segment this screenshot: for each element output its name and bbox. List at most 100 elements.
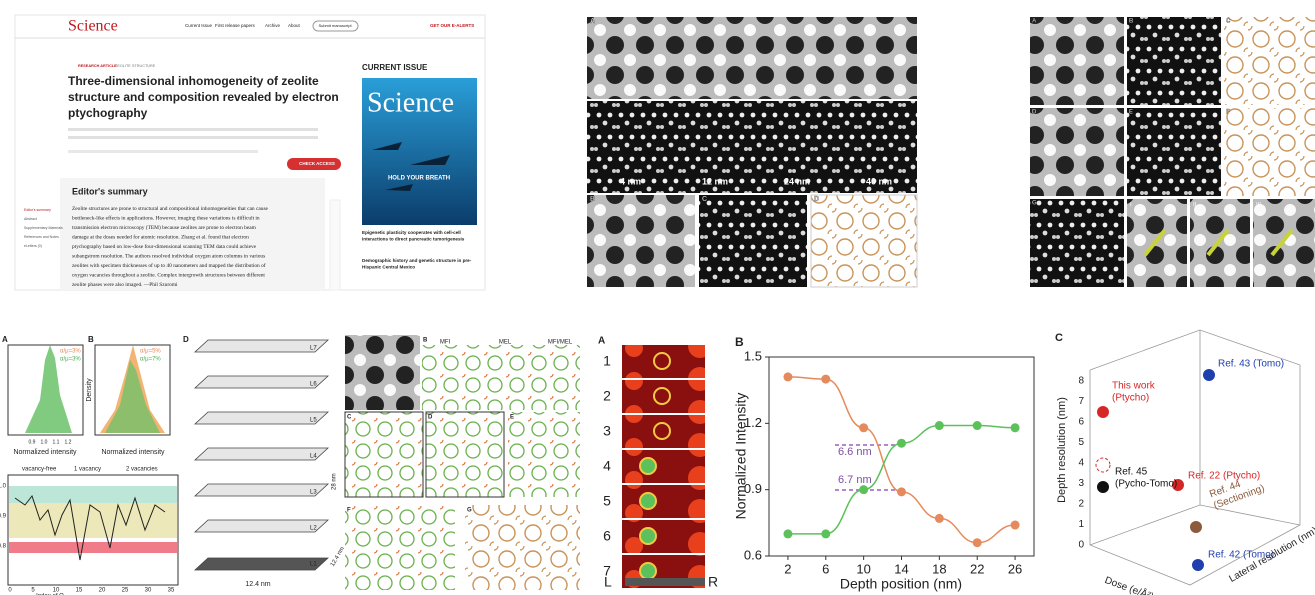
panel-label: C [347,415,352,421]
cover-brand: Science [367,87,454,118]
slice-index: 5 [603,493,611,509]
framework-model [422,345,580,410]
nav-link[interactable]: Archive [265,23,281,28]
panel-label: A [2,335,8,344]
panel-label: D [1032,110,1037,116]
brand: Science [68,18,118,35]
histogram [105,360,160,433]
x-tick-label: 14 [894,561,908,576]
micrograph [1030,17,1124,105]
tick-label: 15 [76,588,83,594]
slice-index: 6 [603,528,611,544]
panel-label: C [702,196,707,203]
framework-model [811,195,917,287]
dimension-label: 12.4 nm [330,546,346,568]
related-article[interactable]: interactions to direct pancreatic tumori… [362,237,465,242]
panel-label: A [347,338,352,344]
annotation: 6.6 nm [838,446,872,458]
data-point [783,529,792,538]
page: { "article": { "brand": "Science", "nav"… [0,0,1315,595]
summary-text: damage at the doses needed for atomic re… [72,234,249,241]
axis-label: Normalized intensity [101,449,165,456]
band [9,542,177,553]
y-tick-label: 1.2 [744,415,762,430]
tick-label: 0 [1078,540,1084,551]
slice-index: 2 [603,388,611,404]
panel-label: B [1129,19,1134,25]
framework-model [508,412,580,497]
x-tick-label: 6 [822,561,829,576]
nav-link[interactable]: First release papers [215,23,256,28]
panel-label: G [1032,201,1037,207]
y-tick-label: 0.9 [744,481,762,496]
data-point [973,538,982,547]
layer-stack [195,340,328,570]
panel-label: E [510,415,514,421]
cover-headline: HOLD YOUR BREATH [388,176,450,182]
panel-label: D [183,335,189,344]
tick-label: 4 [1078,458,1084,469]
framework-model [345,505,455,590]
panel-label: B [735,335,744,349]
framework-label: MFI [440,340,451,346]
related-article[interactable]: Demographic history and genetic structur… [362,258,472,263]
nav-link: GET OUR E-ALERTS [430,23,474,28]
data-point [1011,521,1020,530]
related-article[interactable]: Epigenetic plasticity cooperates with ce… [362,230,461,235]
tick-label: 20 [99,588,106,594]
layer-label: L5 [310,418,317,424]
sidebar-link[interactable]: Supplementary Materials [24,226,63,230]
tick-label: 8 [1078,376,1084,387]
legend-entry: α/μ=5% [140,349,161,355]
band [9,486,177,503]
data-point [821,375,830,384]
micrograph-overlay [345,412,423,497]
panel-label: A [590,18,595,25]
band [9,503,177,538]
article-title: ptychography [68,106,148,120]
tick-label: 1.1 [53,439,60,445]
related-article[interactable]: Hispanic Central Mexico [362,265,415,270]
summary-text: Zeolite structures are prone to structur… [72,206,269,212]
sidebar-link[interactable]: References and Notes [24,235,59,239]
article-title: structure and composition revealed by el… [68,90,339,104]
panel-label: F [347,508,351,514]
tick-label: 7 [1078,396,1084,407]
panel-label: C [1226,19,1231,25]
point-label: This work [1112,381,1156,392]
plot-frame [769,357,1034,556]
layer-label: L2 [310,526,317,532]
x-tick-label: 10 [856,561,870,576]
sidebar-link[interactable]: eLetters (0) [24,244,42,248]
sidebar-link[interactable]: Editor's summary [24,208,51,212]
tick-label: 2 [1078,499,1084,510]
depth-label: 12 nm [702,176,728,186]
sidebar-link[interactable]: Abstract [24,217,37,221]
x-tick-label: 26 [1008,561,1022,576]
button-label[interactable]: CHECK ACCESS [299,161,335,166]
depth-label: 40 nm [866,176,892,186]
tick-label: 5 [1078,437,1084,448]
summary-text: ptychography based on low-dose four-dime… [72,243,257,250]
tick-label: 1.0 [0,484,7,490]
framework-label: MEL [499,340,512,346]
tick-label: 25 [122,588,129,594]
y-tick-label: 1.5 [744,348,762,363]
point-label: (Pycho-Tomo) [1115,479,1177,490]
nav-link[interactable]: Current Issue [185,23,213,28]
nav-link[interactable]: About [288,23,301,28]
panel-label: C [1055,332,1063,344]
tick-label: 0.9 [0,514,7,520]
dimension-label: 12.4 nm [245,581,270,588]
tick-label: 0.8 [0,544,7,550]
author-line [68,136,318,139]
scan-bar [625,578,705,586]
framework-model [465,505,580,590]
section-label: RESEARCH ARTICLE [78,64,117,68]
micrograph [1030,108,1124,196]
sidebar-heading: CURRENT ISSUE [362,63,428,72]
panel-label: III [1256,203,1261,209]
summary-text: bottleneck-like effects in applications.… [72,215,260,222]
author-line [68,128,318,131]
axis-label: Dose (e/Å²) [1103,573,1155,595]
